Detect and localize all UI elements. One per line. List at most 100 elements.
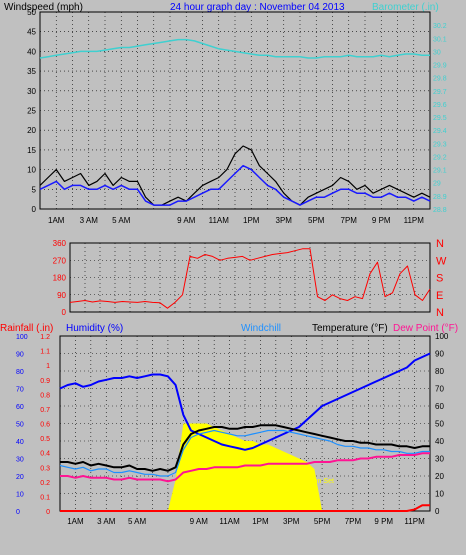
humidity-y-tick-label: 50	[16, 422, 24, 429]
humidity-y-tick-label: 60	[16, 404, 24, 411]
temperature-y-tick-label: 80	[435, 367, 444, 376]
sunset-annotation: Sun Set	[309, 478, 334, 485]
humidity-y-tick-label: 30	[16, 457, 24, 464]
legend-temperature: Temperature (°F)	[312, 323, 388, 334]
temperature-y-tick-label: 50	[435, 420, 444, 429]
temp-x-tick-label: 7PM	[345, 517, 362, 526]
wind-y-tick-label: 45	[27, 28, 36, 37]
legend-rainfall: Rainfall (.in)	[0, 323, 53, 334]
wind-x-tick-label: 9 AM	[177, 216, 196, 225]
temperature-y-tick-label: 20	[435, 472, 444, 481]
wind-x-tick-label: 3PM	[276, 216, 293, 225]
rainfall-series-line	[60, 504, 430, 512]
temp-x-tick-label: 5PM	[314, 517, 331, 526]
windspeed-series-line	[39, 145, 431, 206]
wind-x-tick-label: 9 PM	[372, 216, 391, 225]
temp-x-tick-label: 5 AM	[128, 517, 147, 526]
rain-y-tick-label: 0.1	[40, 494, 50, 501]
rain-y-tick-label: 0.5	[40, 436, 50, 443]
temperature-y-tick-label: 40	[435, 437, 444, 446]
temperature-y-tick-label: 90	[435, 350, 444, 359]
humidity-y-tick-label: 100	[16, 334, 28, 341]
rain-y-tick-label: 0.7	[40, 407, 50, 414]
humidity-y-tick-label: 0	[16, 509, 20, 516]
solar-area	[60, 423, 430, 511]
barometer-y-tick-label: 29.5	[433, 115, 447, 122]
rain-y-tick-label: 0	[46, 509, 50, 516]
wind-y-tick-label: 0	[32, 205, 37, 214]
wind-y-tick-label: 15	[27, 146, 36, 155]
windspeed-axis-title: Windspeed (mph)	[4, 2, 83, 13]
humidity-y-tick-label: 90	[16, 352, 24, 359]
rain-y-tick-label: 1	[46, 363, 50, 370]
wind-x-tick-label: 7PM	[341, 216, 358, 225]
dewpoint-series-line	[60, 452, 430, 483]
barometer-y-tick-label: 30.1	[433, 36, 447, 43]
temp-x-tick-label: 1AM	[67, 517, 84, 526]
barometer-y-tick-label: 30.2	[433, 23, 447, 30]
humidity-y-tick-label: 20	[16, 474, 24, 481]
wind-y-tick-label: 40	[27, 47, 36, 56]
wind-y-tick-label: 35	[27, 67, 36, 76]
wind-x-tick-label: 1AM	[48, 216, 65, 225]
wind-x-tick-label: 3 AM	[80, 216, 99, 225]
rain-y-tick-label: 0.6	[40, 422, 50, 429]
wind-y-tick-label: 25	[27, 107, 36, 116]
direction-y-tick-label: 90	[57, 291, 66, 300]
barometer-y-tick-label: 29.8	[433, 76, 447, 83]
direction-y-tick-label: 360	[53, 239, 67, 248]
legend-dewpoint: Dew Point (°F)	[393, 323, 458, 334]
rain-y-tick-label: 0.4	[40, 451, 50, 458]
wind-secondary-series-line	[39, 164, 431, 206]
barometer-y-tick-label: 28.8	[433, 207, 447, 214]
temp-x-tick-label: 9 PM	[374, 517, 393, 526]
legend-humidity: Humidity (%)	[66, 323, 123, 334]
temp-x-tick-label: 11AM	[219, 517, 240, 526]
barometer-y-tick-label: 30	[433, 49, 441, 56]
compass-label: E	[436, 290, 443, 302]
rain-y-tick-label: 0.9	[40, 378, 50, 385]
temp-x-tick-label: 11PM	[404, 517, 425, 526]
direction-y-tick-label: 270	[53, 256, 67, 265]
temperature-y-tick-label: 0	[435, 507, 440, 516]
wind-x-tick-label: 5PM	[308, 216, 325, 225]
compass-label: N	[436, 238, 444, 250]
barometer-y-tick-label: 29.7	[433, 89, 447, 96]
wind-y-tick-label: 10	[27, 166, 36, 175]
legend-windchill: Windchill	[241, 323, 281, 334]
rain-y-tick-label: 0.8	[40, 392, 50, 399]
chart-title: 24 hour graph day : November 04 2013	[170, 2, 345, 13]
barometer-y-tick-label: 29.1	[433, 168, 447, 175]
barometer-y-tick-label: 29.4	[433, 128, 447, 135]
rain-y-tick-label: 1.1	[40, 349, 50, 356]
wind-y-tick-label: 30	[27, 87, 36, 96]
temp-x-tick-label: 1PM	[252, 517, 269, 526]
compass-label: N	[436, 307, 444, 319]
wind-y-tick-label: 20	[27, 126, 36, 135]
humidity-y-tick-label: 80	[16, 369, 24, 376]
temp-x-tick-label: 9 AM	[190, 517, 209, 526]
compass-label: W	[436, 255, 447, 267]
wind-x-tick-label: 11AM	[209, 216, 230, 225]
barometer-y-tick-label: 29.2	[433, 154, 447, 161]
wind-x-tick-label: 11PM	[404, 216, 425, 225]
temperature-y-tick-label: 30	[435, 455, 444, 464]
rain-y-tick-label: 0.3	[40, 465, 50, 472]
humidity-y-tick-label: 70	[16, 387, 24, 394]
temp-x-tick-label: 3 AM	[97, 517, 116, 526]
wind-x-tick-label: 5 AM	[112, 216, 131, 225]
barometer-y-tick-label: 29.9	[433, 63, 447, 70]
temperature-y-tick-label: 60	[435, 402, 444, 411]
barometer-y-tick-label: 29.6	[433, 102, 447, 109]
wind-direction-series-line	[69, 248, 431, 309]
compass-label: S	[436, 273, 443, 285]
rain-y-tick-label: 1.2	[40, 334, 50, 341]
rain-y-tick-label: 0.2	[40, 480, 50, 487]
temperature-y-tick-label: 100	[435, 332, 449, 341]
humidity-y-tick-label: 10	[16, 492, 24, 499]
humidity-y-tick-label: 40	[16, 439, 24, 446]
humidity-series-line	[59, 352, 431, 451]
barometer-y-tick-label: 28.9	[433, 194, 447, 201]
wind-y-tick-label: 5	[32, 185, 37, 194]
